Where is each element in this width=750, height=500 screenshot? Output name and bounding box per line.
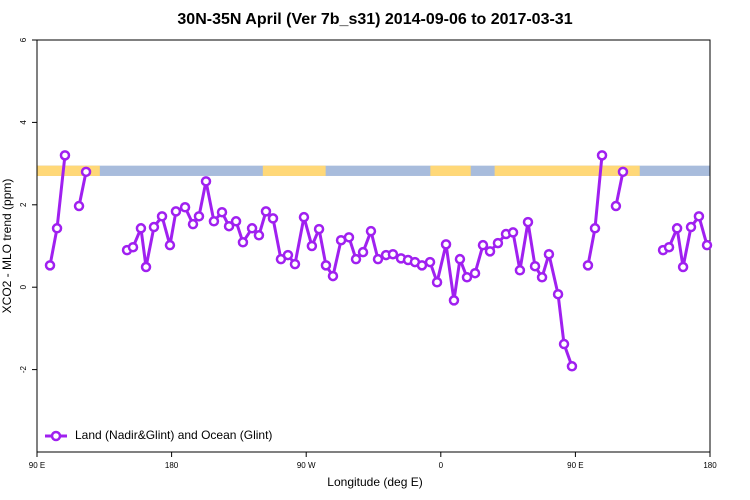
data-point	[514, 265, 526, 276]
data-point	[164, 239, 176, 251]
data-point	[522, 216, 534, 228]
data-point	[492, 237, 504, 249]
data-point	[529, 260, 541, 272]
data-point	[365, 225, 377, 237]
legend-marker	[50, 430, 62, 442]
chart-title: 30N-35N April (Ver 7b_s31) 2014-09-06 to…	[177, 11, 572, 28]
data-point	[582, 260, 594, 271]
data-point	[298, 211, 310, 223]
data-point	[685, 221, 697, 233]
data-point	[306, 240, 318, 252]
y-tick-label: 2	[19, 202, 28, 207]
data-point	[282, 249, 294, 261]
data-point	[156, 211, 168, 222]
data-point	[693, 211, 705, 222]
data-point	[223, 220, 235, 232]
y-tick-label: -2	[19, 365, 28, 373]
data-point	[440, 239, 452, 250]
data-point	[677, 261, 689, 273]
data-point	[187, 218, 199, 230]
legend-label: Land (Nadir&Glint) and Ocean (Glint)	[75, 428, 272, 442]
y-tick-label: 6	[19, 37, 28, 42]
ocean-band	[37, 165, 710, 176]
data-point	[663, 241, 675, 253]
data-point	[179, 202, 191, 213]
data-point	[44, 260, 56, 271]
data-point	[416, 260, 428, 271]
x-tick-label: 0	[439, 461, 444, 470]
data-point	[469, 267, 481, 279]
data-point	[454, 253, 466, 265]
x-tick-label: 90 E	[567, 461, 583, 470]
x-axis-label: Longitude (deg E)	[327, 475, 422, 489]
data-point	[313, 223, 325, 235]
data-point	[230, 216, 242, 227]
land-band	[37, 165, 100, 176]
data-point	[448, 295, 460, 306]
data-point	[260, 206, 272, 217]
data-point	[671, 223, 683, 234]
data-point	[200, 176, 212, 187]
data-point	[320, 260, 332, 271]
x-tick-label: 90 E	[29, 461, 45, 470]
data-point	[536, 272, 548, 283]
data-point	[140, 261, 152, 273]
data-point	[59, 150, 71, 161]
land-band	[430, 165, 471, 176]
land-band	[262, 165, 326, 176]
y-tick-label: 4	[19, 120, 28, 125]
data-point	[237, 237, 249, 248]
data-point	[127, 241, 139, 253]
data-point	[610, 200, 622, 212]
data-point	[216, 206, 228, 218]
data-point	[507, 227, 519, 238]
data-point	[51, 223, 63, 234]
x-tick-label: 90 W	[297, 461, 316, 470]
data-point	[135, 223, 147, 234]
data-point	[357, 246, 369, 258]
x-tick-label: 180	[165, 461, 179, 470]
y-tick-label: 0	[19, 284, 28, 289]
data-point	[477, 239, 489, 251]
data-point	[431, 277, 443, 288]
x-tick-label: 180	[703, 461, 717, 470]
data-point	[80, 166, 92, 178]
data-point	[327, 270, 339, 282]
data-point	[343, 232, 355, 243]
data-point	[289, 258, 301, 270]
y-axis-label: XCO2 - MLO trend (ppm)	[0, 179, 14, 314]
data-point	[596, 150, 608, 161]
data-point	[372, 253, 384, 265]
data-point	[350, 253, 362, 265]
data-point	[589, 223, 601, 234]
data-point	[387, 248, 399, 260]
data-point	[424, 256, 436, 268]
data-point	[73, 200, 85, 212]
data-point	[253, 230, 265, 241]
data-point	[543, 248, 555, 260]
data-point	[617, 166, 629, 178]
data-point	[148, 221, 160, 233]
data-point	[484, 246, 496, 257]
data-point	[193, 211, 205, 222]
data-point	[461, 272, 473, 283]
data-point	[566, 361, 578, 372]
data-point	[246, 223, 258, 234]
data-point	[558, 338, 570, 350]
land-band	[494, 165, 640, 176]
data-point	[208, 216, 220, 227]
data-point	[701, 239, 713, 251]
data-point	[170, 206, 182, 217]
data-point	[267, 213, 279, 224]
data-point	[552, 288, 564, 300]
